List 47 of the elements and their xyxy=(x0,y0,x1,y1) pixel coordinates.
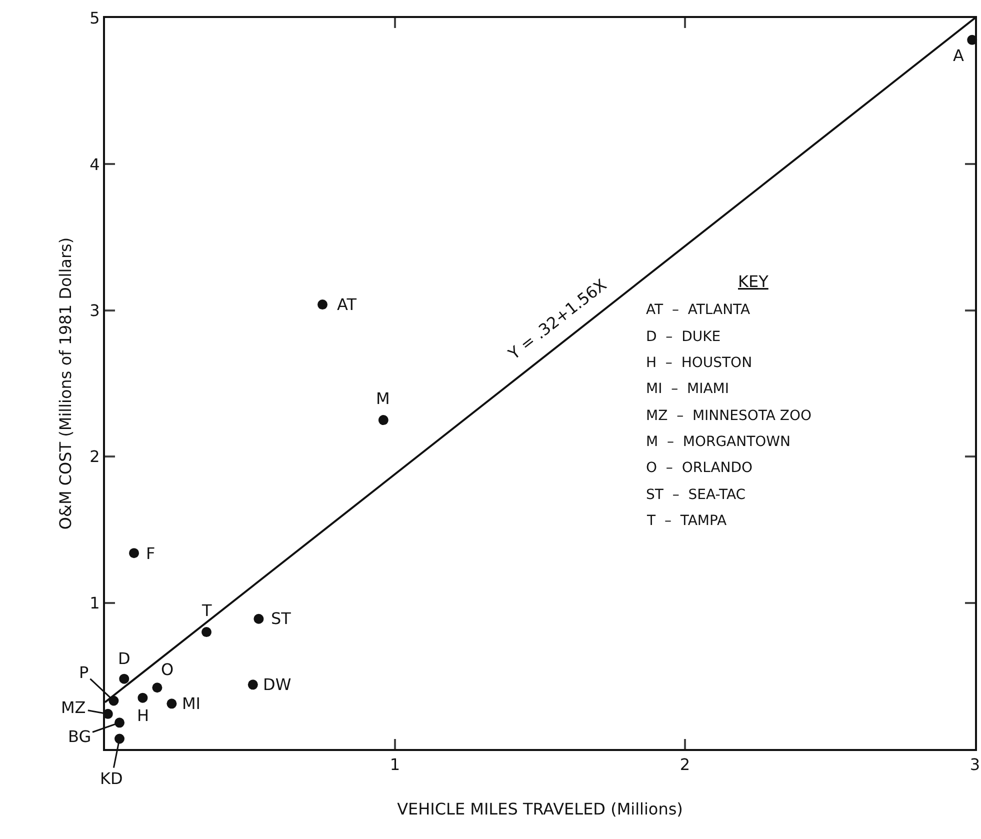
annotation: F xyxy=(146,544,156,563)
point xyxy=(152,682,162,693)
point xyxy=(114,718,124,728)
point xyxy=(166,698,177,709)
y-tick-label: 3 xyxy=(90,301,100,320)
annotation: ST xyxy=(271,609,292,628)
y-tick-label: 1 xyxy=(90,593,100,612)
annotation: A xyxy=(953,46,964,65)
point xyxy=(378,415,388,426)
annotation: BG xyxy=(68,727,92,746)
point xyxy=(138,692,148,703)
annotation: DW xyxy=(263,675,292,694)
annotation: MZ – MINNESOTA ZOO xyxy=(646,408,812,424)
point xyxy=(254,614,264,624)
point xyxy=(114,734,124,744)
annotation: H – HOUSTON xyxy=(646,355,752,371)
point xyxy=(202,627,212,638)
y-axis-title: O&M COST (Millions of 1981 Dollars) xyxy=(56,237,76,530)
annotation: MI – MIAMI xyxy=(646,381,730,397)
point xyxy=(248,680,258,690)
annotation: MZ xyxy=(61,698,86,717)
y-tick-label: 2 xyxy=(90,447,100,466)
annotation: O – ORLANDO xyxy=(646,460,753,476)
point xyxy=(318,300,328,310)
annotation: P xyxy=(79,663,89,682)
annotation: O xyxy=(161,660,174,679)
point xyxy=(129,548,139,558)
annotation: D xyxy=(118,649,130,668)
annotation: AT xyxy=(337,295,357,314)
annotation: H xyxy=(137,706,150,725)
x-tick-label: 1 xyxy=(390,755,400,774)
annotation: D – DUKE xyxy=(646,329,721,345)
y-tick-label: 5 xyxy=(90,8,100,28)
y-tick-label: 4 xyxy=(90,154,100,174)
point xyxy=(119,674,130,684)
annotation: T xyxy=(201,601,212,620)
annotation: AT – ATLANTA xyxy=(646,302,751,318)
x-tick-label: 3 xyxy=(970,755,980,774)
annotation: M xyxy=(376,389,390,408)
x-tick-label: 2 xyxy=(680,755,690,774)
annotation: T – TAMPA xyxy=(646,513,728,529)
annotation: M – MORGANTOWN xyxy=(646,434,790,450)
annotation: KD xyxy=(100,769,123,788)
annotation: ST – SEA-TAC xyxy=(646,487,746,503)
annotation: MI xyxy=(182,694,201,713)
x-axis-title: VEHICLE MILES TRAVELED (Millions) xyxy=(397,799,683,818)
annotation: KEY xyxy=(738,272,769,291)
